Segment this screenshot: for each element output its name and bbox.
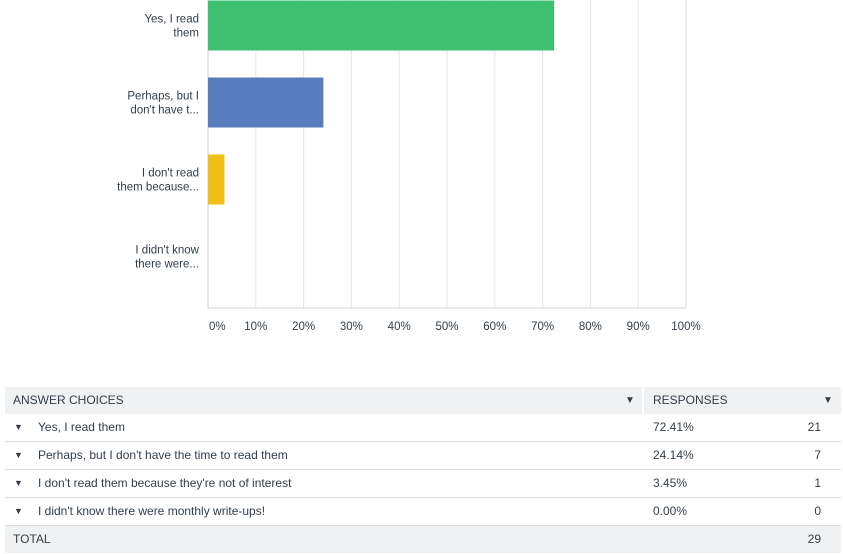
answer-choices-header[interactable]: ANSWER CHOICES	[13, 393, 124, 407]
x-tick-label: 10%	[244, 321, 267, 333]
table-row: ▼ I didn't know there were monthly write…	[5, 498, 841, 526]
row-caret-down-icon[interactable]: ▼	[14, 422, 23, 432]
response-count: 21	[807, 420, 821, 434]
x-tick-label: 50%	[435, 321, 458, 333]
category-label: I don't read	[142, 168, 199, 180]
bar[interactable]	[208, 77, 324, 128]
bar[interactable]	[208, 0, 555, 51]
answer-label: I don't read them because they're not of…	[38, 476, 292, 490]
total-row: TOTAL 29	[5, 526, 841, 553]
response-count: 1	[814, 476, 821, 490]
answer-label: Yes, I read them	[38, 420, 125, 434]
x-tick-label: 90%	[627, 321, 650, 333]
x-tick-label: 70%	[531, 321, 554, 333]
response-count: 0	[814, 504, 821, 518]
category-label: I didn't know	[135, 245, 199, 257]
category-label: Perhaps, but I	[127, 91, 199, 103]
response-percent: 72.41%	[653, 420, 694, 434]
x-tick-label: 30%	[340, 321, 363, 333]
response-percent: 0.00%	[653, 504, 688, 518]
sort-caret-down-icon[interactable]: ▼	[625, 395, 635, 406]
table-header: ANSWER CHOICES ▼ RESPONSES ▼	[5, 387, 841, 414]
x-tick-label: 0%	[209, 321, 226, 333]
table-row: ▼ Yes, I read them 72.41% 21	[5, 414, 841, 442]
x-tick-label: 40%	[388, 321, 411, 333]
x-tick-label: 80%	[579, 321, 602, 333]
answer-label: I didn't know there were monthly write-u…	[38, 504, 266, 518]
header-divider	[642, 387, 644, 414]
total-count: 29	[807, 532, 821, 546]
category-label: Yes, I read	[144, 14, 199, 26]
row-caret-down-icon[interactable]: ▼	[14, 506, 23, 516]
row-caret-down-icon[interactable]: ▼	[14, 478, 23, 488]
x-tick-label: 100%	[671, 321, 700, 333]
category-label: there were...	[135, 259, 199, 271]
results-table: ANSWER CHOICES ▼ RESPONSES ▼ ▼ Yes, I re…	[5, 387, 841, 553]
x-tick-label: 20%	[292, 321, 315, 333]
row-caret-down-icon[interactable]: ▼	[14, 450, 23, 460]
sort-caret-down-icon[interactable]: ▼	[823, 395, 833, 406]
response-percent: 24.14%	[653, 448, 694, 462]
category-label: them because...	[117, 182, 199, 194]
bar[interactable]	[208, 154, 225, 205]
category-label: them	[173, 28, 199, 40]
answer-label: Perhaps, but I don't have the time to re…	[38, 448, 288, 462]
x-tick-label: 60%	[483, 321, 506, 333]
responses-header[interactable]: RESPONSES	[653, 393, 728, 407]
response-percent: 3.45%	[653, 476, 688, 490]
category-label: don't have t...	[130, 105, 199, 117]
total-label: TOTAL	[13, 532, 51, 546]
table-row: ▼ I don't read them because they're not …	[5, 470, 841, 498]
table-row: ▼ Perhaps, but I don't have the time to …	[5, 442, 841, 470]
response-count: 7	[814, 448, 821, 462]
bar-chart: 0% 10% 20% 30% 40% 50% 60% 70% 80% 90% 100% Yes, I …	[117, 0, 701, 333]
